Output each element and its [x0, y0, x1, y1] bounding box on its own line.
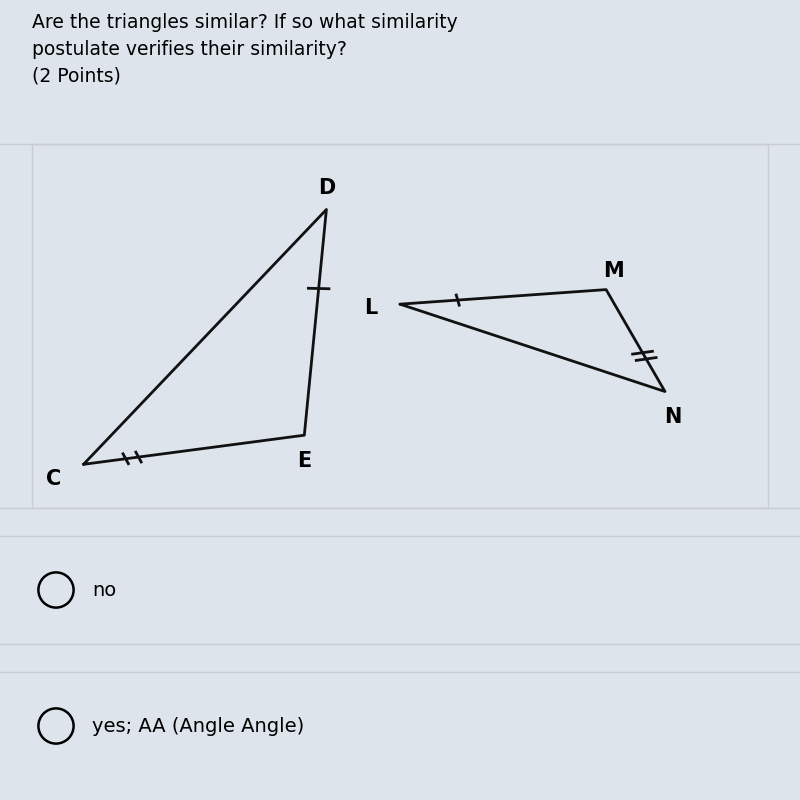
- Text: E: E: [297, 450, 311, 470]
- Text: N: N: [664, 407, 681, 427]
- Text: D: D: [318, 178, 335, 198]
- Text: C: C: [46, 469, 62, 489]
- Text: L: L: [364, 298, 377, 318]
- Bar: [32, 144, 768, 508]
- Text: no: no: [92, 581, 116, 599]
- Text: M: M: [603, 262, 624, 282]
- Text: yes; AA (Angle Angle): yes; AA (Angle Angle): [92, 717, 304, 735]
- Text: Are the triangles similar? If so what similarity
postulate verifies their simila: Are the triangles similar? If so what si…: [32, 14, 458, 86]
